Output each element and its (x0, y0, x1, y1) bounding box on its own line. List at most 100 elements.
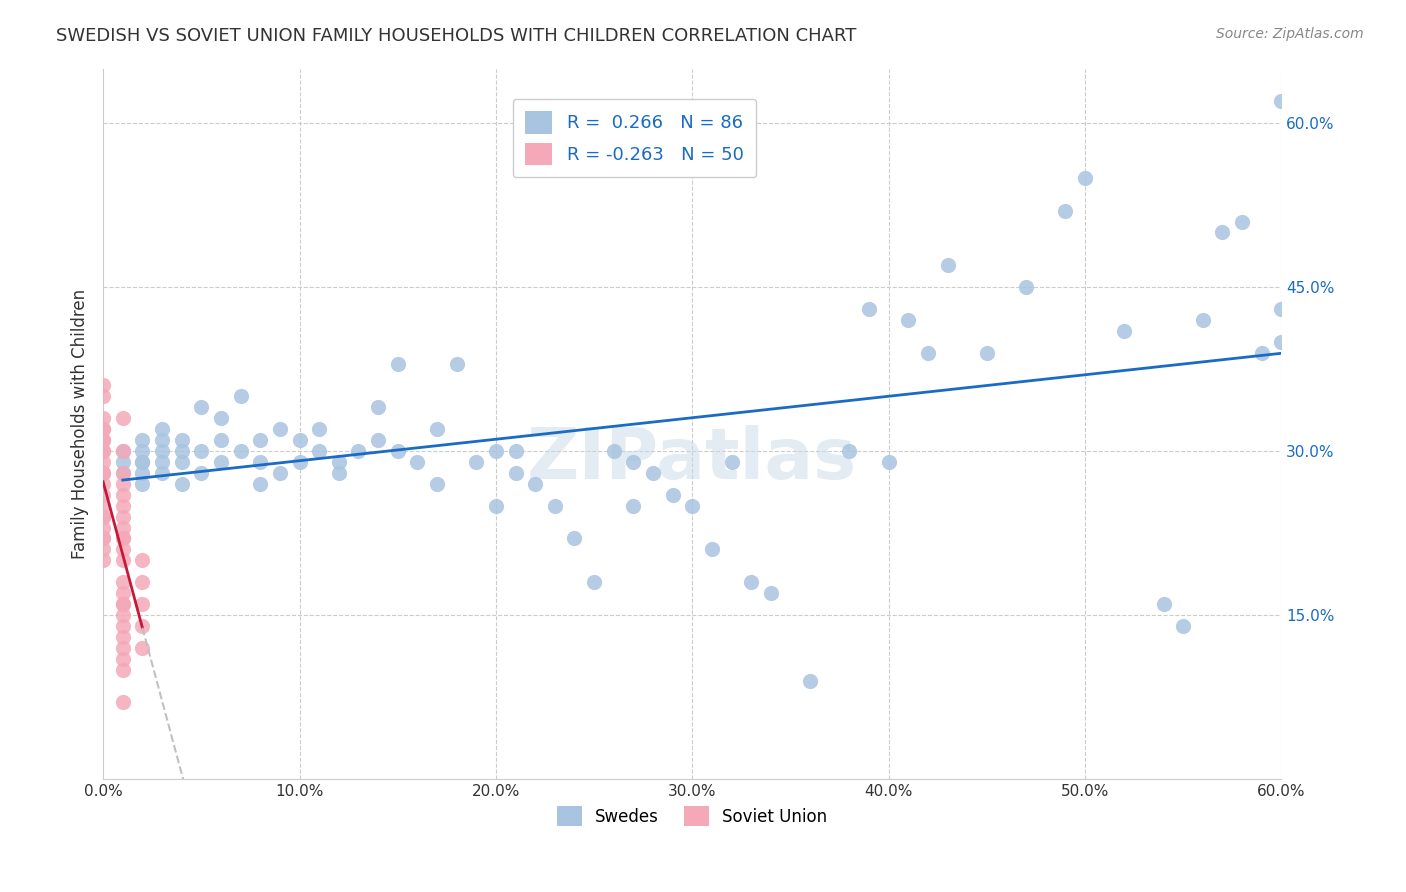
Point (190, 401, 212, 415)
Point (111, 607, 134, 622)
Point (1015, 280, 1038, 294)
Point (209, 433, 232, 447)
Point (91, 455, 114, 469)
Point (641, 466, 664, 480)
Point (1173, 619, 1195, 633)
Point (91, 466, 114, 480)
Point (111, 553, 134, 567)
Point (897, 313, 920, 327)
Point (91, 476, 114, 491)
Point (91, 378, 114, 392)
Point (936, 258, 959, 272)
Point (465, 455, 488, 469)
Point (131, 444, 153, 458)
Point (91, 499, 114, 513)
Point (111, 444, 134, 458)
Point (249, 476, 271, 491)
Point (131, 466, 153, 480)
Point (91, 444, 114, 458)
Point (150, 444, 173, 458)
Point (976, 345, 998, 359)
Point (661, 488, 683, 502)
Point (328, 466, 350, 480)
Point (150, 455, 173, 469)
Point (150, 433, 173, 447)
Point (308, 444, 330, 458)
Point (91, 422, 114, 436)
Point (111, 640, 134, 655)
Text: Source: ZipAtlas.com: Source: ZipAtlas.com (1216, 27, 1364, 41)
Point (387, 444, 409, 458)
Point (91, 542, 114, 557)
Point (1192, 313, 1215, 327)
Point (131, 640, 153, 655)
Point (387, 357, 409, 371)
Point (111, 488, 134, 502)
Point (269, 422, 291, 436)
Point (1250, 345, 1272, 359)
Point (111, 663, 134, 677)
Point (269, 466, 291, 480)
Point (838, 444, 860, 458)
Point (288, 433, 311, 447)
Point (91, 433, 114, 447)
Point (111, 695, 134, 709)
Point (111, 499, 134, 513)
Point (111, 597, 134, 611)
Point (111, 520, 134, 534)
Point (367, 401, 389, 415)
Point (602, 444, 624, 458)
Point (1270, 95, 1292, 109)
Point (131, 455, 153, 469)
Point (111, 444, 134, 458)
Point (91, 389, 114, 403)
Point (583, 575, 606, 590)
Point (505, 444, 527, 458)
Point (150, 466, 173, 480)
Point (111, 575, 134, 590)
Point (877, 455, 900, 469)
Point (485, 499, 508, 513)
Point (131, 597, 153, 611)
Point (91, 411, 114, 425)
Point (150, 422, 173, 436)
Point (131, 455, 153, 469)
Point (446, 357, 468, 371)
Point (1054, 203, 1077, 218)
Point (91, 422, 114, 436)
Point (1153, 597, 1175, 611)
Point (91, 444, 114, 458)
Point (347, 444, 370, 458)
Point (91, 466, 114, 480)
Point (91, 433, 114, 447)
Point (131, 575, 153, 590)
Text: SWEDISH VS SOVIET UNION FAMILY HOUSEHOLDS WITH CHILDREN CORRELATION CHART: SWEDISH VS SOVIET UNION FAMILY HOUSEHOLD… (56, 27, 856, 45)
Point (131, 553, 153, 567)
Point (170, 444, 193, 458)
Point (170, 433, 193, 447)
Point (111, 619, 134, 633)
Point (91, 532, 114, 546)
Point (799, 673, 821, 688)
Point (544, 499, 567, 513)
Point (700, 542, 723, 557)
Point (111, 630, 134, 644)
Point (1211, 226, 1233, 240)
Point (111, 509, 134, 524)
Point (111, 597, 134, 611)
Point (170, 455, 193, 469)
Point (426, 476, 449, 491)
Point (209, 455, 232, 469)
Point (131, 619, 153, 633)
Point (190, 466, 212, 480)
Point (111, 476, 134, 491)
Point (111, 466, 134, 480)
Point (524, 476, 547, 491)
Point (229, 389, 252, 403)
Point (720, 455, 742, 469)
Point (564, 532, 586, 546)
Point (111, 411, 134, 425)
Point (759, 586, 782, 600)
Point (406, 455, 429, 469)
Point (621, 499, 644, 513)
